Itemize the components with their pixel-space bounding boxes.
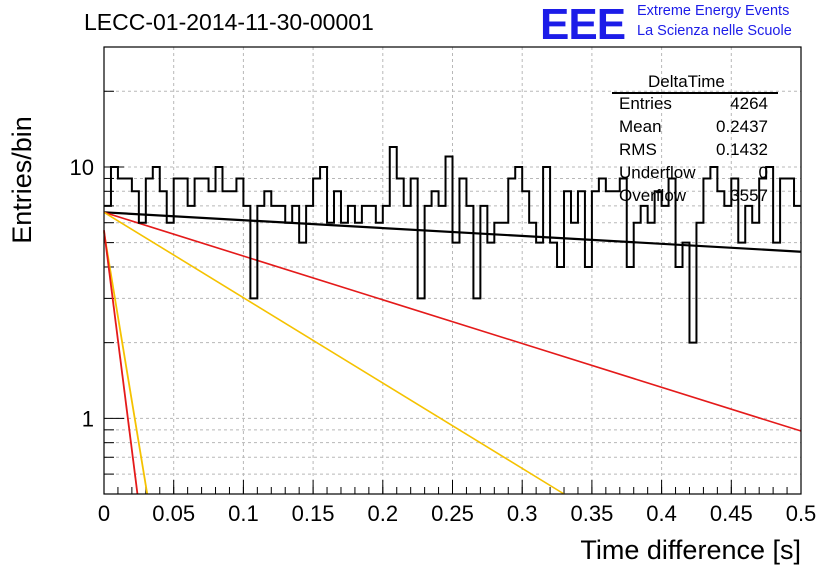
stats-value-overflow: 3557 <box>730 186 768 205</box>
y-tick-label: 10 <box>70 155 94 180</box>
x-tick-label: 0.05 <box>152 501 195 526</box>
x-axis-label: Time difference [s] <box>580 535 801 565</box>
plot-frame <box>103 46 802 495</box>
fit-curve-1 <box>103 211 802 432</box>
x-tick-label: 0.1 <box>228 501 259 526</box>
x-tick-label: 0.15 <box>292 501 335 526</box>
x-tick-labels: 0 0.05 0.1 0.15 0.2 0.25 0.3 0.35 0.4 0.45 0.5 <box>98 501 816 526</box>
logo-line-2: La Scienza nelle Scuole <box>637 23 792 39</box>
minor-ticks <box>103 46 802 495</box>
eee-logo: EEE <box>540 0 626 49</box>
stats-value-entries: 4264 <box>730 94 768 113</box>
stats-title: DeltaTime <box>648 72 725 91</box>
y-tick-label: 1 <box>82 406 94 431</box>
stats-label-entries: Entries <box>619 94 672 113</box>
x-tick-label: 0.25 <box>431 501 474 526</box>
stats-label-underflow: Underflow <box>619 163 696 182</box>
fit-curve-4 <box>103 230 139 495</box>
y-tick-labels: 1 10 <box>70 155 94 431</box>
stats-value-underflow: 0 <box>758 163 768 182</box>
y-axis-label: Entries/bin <box>7 116 37 244</box>
x-tick-label: 0.45 <box>710 501 753 526</box>
stats-label-rms: RMS <box>619 140 657 159</box>
x-tick-label: 0.2 <box>368 501 399 526</box>
x-tick-label: 0.5 <box>786 501 817 526</box>
fit-curve-3 <box>103 232 149 495</box>
x-tick-label: 0 <box>98 501 110 526</box>
x-tick-label: 0.35 <box>570 501 613 526</box>
logo-line-1: Extreme Energy Events <box>637 3 790 19</box>
stats-label-mean: Mean <box>619 117 662 136</box>
x-tick-label: 0.3 <box>507 501 538 526</box>
fit-curves <box>103 211 802 495</box>
chart-title: LECC-01-2014-11-30-00001 <box>84 9 374 35</box>
fit-curve-2 <box>103 211 565 495</box>
x-tick-label: 0.4 <box>646 501 677 526</box>
histogram-outline <box>104 146 801 344</box>
stats-value-mean: 0.2437 <box>716 117 768 136</box>
stats-divider <box>612 92 778 94</box>
stats-label-overflow: Overflow <box>619 186 687 205</box>
stats-value-rms: 0.1432 <box>716 140 768 159</box>
